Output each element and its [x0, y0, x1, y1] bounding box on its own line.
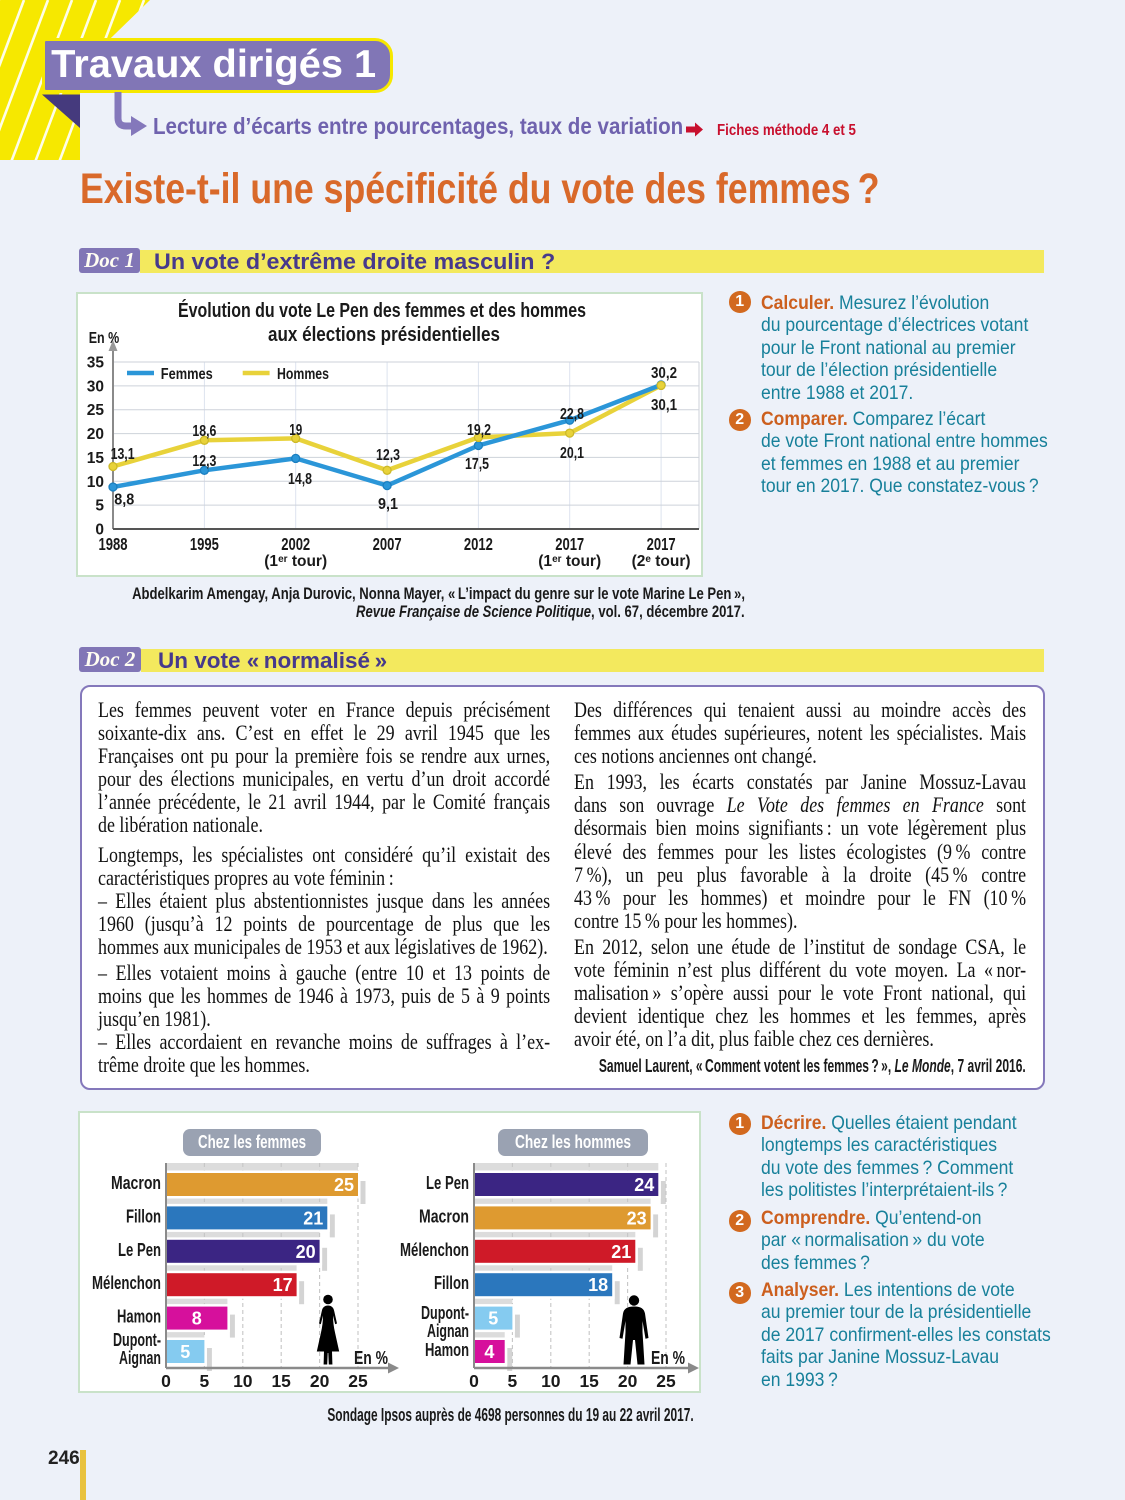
- svg-text:Aignan: Aignan: [427, 1321, 469, 1341]
- svg-text:19,2: 19,2: [467, 422, 491, 439]
- svg-text:En %: En %: [354, 1348, 388, 1368]
- svg-text:Hamon: Hamon: [425, 1340, 469, 1360]
- svg-text:18: 18: [588, 1275, 608, 1295]
- svg-text:8: 8: [192, 1309, 202, 1329]
- svg-text:2017: 2017: [555, 534, 584, 554]
- svg-text:25: 25: [87, 402, 105, 419]
- svg-text:23: 23: [627, 1208, 647, 1228]
- svg-text:(1er tour): (1er tour): [264, 553, 327, 570]
- svg-text:5: 5: [488, 1309, 498, 1329]
- svg-text:24: 24: [634, 1175, 654, 1195]
- svg-text:30,2: 30,2: [651, 365, 677, 382]
- svg-text:8,8: 8,8: [114, 492, 134, 509]
- svg-text:0: 0: [95, 522, 104, 539]
- svg-text:Le Pen: Le Pen: [118, 1240, 161, 1260]
- svg-text:2017: 2017: [647, 534, 676, 554]
- svg-text:2002: 2002: [281, 534, 310, 554]
- svg-text:5: 5: [200, 1371, 210, 1391]
- svg-text:5: 5: [180, 1342, 190, 1362]
- svg-text:20: 20: [296, 1242, 316, 1262]
- svg-text:Hommes: Hommes: [277, 366, 329, 383]
- svg-text:Aignan: Aignan: [119, 1348, 161, 1368]
- svg-text:12,3: 12,3: [376, 447, 400, 464]
- svg-text:17: 17: [273, 1275, 293, 1295]
- svg-text:25: 25: [334, 1175, 354, 1195]
- svg-text:4: 4: [484, 1342, 494, 1362]
- svg-text:10: 10: [233, 1371, 253, 1391]
- svg-text:Dupont-: Dupont-: [421, 1303, 469, 1323]
- svg-text:2012: 2012: [464, 534, 493, 554]
- svg-text:0: 0: [161, 1371, 171, 1391]
- svg-text:14,8: 14,8: [288, 471, 312, 488]
- svg-text:20,1: 20,1: [560, 445, 584, 462]
- svg-text:13,1: 13,1: [111, 446, 135, 463]
- svg-text:9,1: 9,1: [378, 496, 398, 513]
- svg-text:Hamon: Hamon: [117, 1307, 161, 1327]
- svg-text:1988: 1988: [99, 534, 128, 554]
- svg-text:(2e tour): (2e tour): [632, 553, 691, 570]
- svg-text:Fillon: Fillon: [126, 1206, 161, 1226]
- svg-text:15: 15: [87, 450, 105, 467]
- svg-text:35: 35: [87, 355, 105, 372]
- svg-text:Chez les hommes: Chez les hommes: [515, 1132, 631, 1152]
- svg-text:Le Pen: Le Pen: [426, 1173, 469, 1193]
- svg-text:30,1: 30,1: [651, 397, 677, 414]
- svg-text:Évolution du vote Le Pen des f: Évolution du vote Le Pen des femmes et d…: [178, 299, 586, 322]
- svg-text:30: 30: [87, 378, 104, 395]
- svg-text:Chez les femmes: Chez les femmes: [198, 1132, 306, 1152]
- svg-text:20: 20: [87, 426, 104, 443]
- svg-text:En %: En %: [89, 330, 120, 347]
- svg-text:20: 20: [618, 1371, 638, 1391]
- svg-text:Macron: Macron: [111, 1173, 161, 1193]
- svg-text:Dupont-: Dupont-: [113, 1330, 161, 1350]
- svg-text:(1er tour): (1er tour): [538, 553, 601, 570]
- svg-text:20: 20: [310, 1371, 330, 1391]
- svg-text:Mélenchon: Mélenchon: [92, 1273, 161, 1293]
- svg-text:5: 5: [508, 1371, 518, 1391]
- svg-text:22,8: 22,8: [560, 406, 584, 423]
- svg-text:15: 15: [271, 1371, 291, 1391]
- svg-text:19: 19: [289, 422, 302, 439]
- svg-text:10: 10: [87, 474, 104, 491]
- svg-text:2007: 2007: [373, 534, 402, 554]
- svg-text:10: 10: [541, 1371, 561, 1391]
- svg-text:15: 15: [579, 1371, 599, 1391]
- svg-text:21: 21: [303, 1208, 323, 1228]
- svg-text:Femmes: Femmes: [161, 366, 213, 383]
- svg-text:21: 21: [611, 1242, 631, 1262]
- svg-text:1995: 1995: [190, 534, 219, 554]
- svg-text:Macron: Macron: [419, 1206, 469, 1226]
- svg-text:12,3: 12,3: [192, 453, 216, 470]
- svg-text:aux élections présidentielles: aux élections présidentielles: [268, 323, 500, 346]
- svg-text:5: 5: [95, 498, 104, 515]
- svg-text:Fillon: Fillon: [434, 1273, 469, 1293]
- svg-text:0: 0: [469, 1371, 479, 1391]
- svg-text:En %: En %: [651, 1348, 685, 1368]
- svg-text:Mélenchon: Mélenchon: [400, 1240, 469, 1260]
- svg-text:17,5: 17,5: [465, 456, 489, 473]
- svg-text:25: 25: [656, 1371, 676, 1391]
- svg-text:25: 25: [348, 1371, 368, 1391]
- svg-text:18,6: 18,6: [192, 423, 216, 440]
